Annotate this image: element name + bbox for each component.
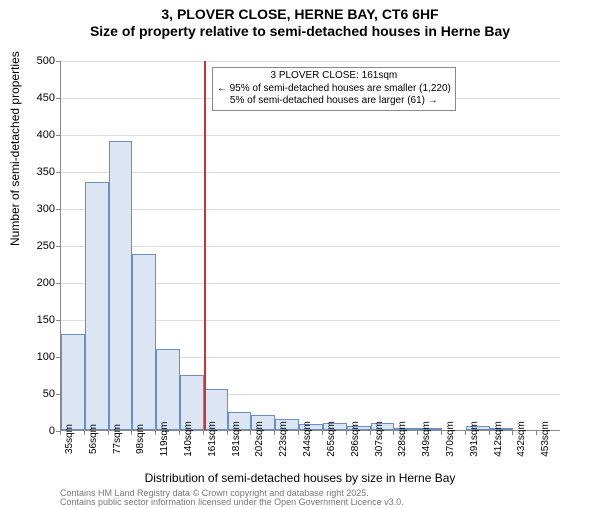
footer-text: Contains HM Land Registry data © Crown c… [60, 489, 404, 508]
x-tick-label: 412sqm [493, 421, 504, 457]
x-tick-mark [84, 431, 85, 435]
grid-line [61, 209, 560, 210]
x-tick-label: 328sqm [397, 421, 408, 457]
x-tick-label: 181sqm [231, 421, 242, 457]
x-tick-mark [203, 431, 204, 435]
x-tick-mark [489, 431, 490, 435]
grid-line [61, 61, 560, 62]
x-tick-mark [441, 431, 442, 435]
x-tick-label: 56sqm [88, 424, 99, 454]
x-tick-label: 349sqm [421, 421, 432, 457]
y-tick-label: 350 [15, 166, 55, 178]
x-tick-mark [536, 431, 537, 435]
y-tick-label: 0 [15, 425, 55, 437]
x-tick-mark [60, 431, 61, 435]
annotation-line: ← 95% of semi-detached houses are smalle… [217, 83, 451, 96]
x-tick-label: 265sqm [326, 421, 337, 457]
y-tick-mark [56, 135, 60, 136]
x-tick-label: 453sqm [540, 421, 551, 457]
chart-title-main: 3, PLOVER CLOSE, HERNE BAY, CT6 6HF [0, 6, 600, 22]
plot-area: 3 PLOVER CLOSE: 161sqm← 95% of semi-deta… [60, 61, 560, 431]
y-tick-label: 500 [15, 55, 55, 67]
y-tick-label: 200 [15, 277, 55, 289]
y-tick-label: 300 [15, 203, 55, 215]
x-tick-label: 119sqm [159, 422, 170, 457]
annotation-box: 3 PLOVER CLOSE: 161sqm← 95% of semi-deta… [212, 67, 456, 111]
x-tick-label: 244sqm [302, 421, 313, 457]
x-tick-mark [155, 431, 156, 435]
x-tick-mark [227, 431, 228, 435]
x-tick-label: 140sqm [183, 421, 194, 457]
y-tick-label: 100 [15, 351, 55, 363]
x-tick-label: 35sqm [64, 424, 75, 454]
x-tick-mark [512, 431, 513, 435]
x-tick-mark [298, 431, 299, 435]
histogram-bar [156, 349, 180, 430]
annotation-line: 5% of semi-detached houses are larger (6… [217, 95, 451, 108]
y-tick-label: 450 [15, 92, 55, 104]
grid-line [61, 135, 560, 136]
y-tick-label: 150 [15, 314, 55, 326]
x-tick-label: 98sqm [135, 424, 146, 454]
histogram-bar [85, 182, 109, 430]
x-tick-label: 307sqm [374, 421, 385, 457]
x-tick-label: 161sqm [207, 421, 218, 457]
x-tick-label: 432sqm [516, 421, 527, 457]
y-tick-mark [56, 246, 60, 247]
x-tick-mark [417, 431, 418, 435]
histogram-bar [132, 254, 156, 430]
y-tick-mark [56, 357, 60, 358]
y-tick-mark [56, 209, 60, 210]
y-tick-mark [56, 98, 60, 99]
y-tick-mark [56, 172, 60, 173]
y-axis-title: Number of semi-detached properties [8, 51, 22, 246]
histogram-bar [61, 334, 85, 430]
y-tick-mark [56, 320, 60, 321]
x-tick-mark [393, 431, 394, 435]
grid-line [61, 172, 560, 173]
grid-line [61, 246, 560, 247]
reference-line [204, 61, 206, 430]
x-tick-mark [346, 431, 347, 435]
y-tick-label: 400 [15, 129, 55, 141]
chart-title-sub: Size of property relative to semi-detach… [0, 23, 600, 39]
x-tick-label: 77sqm [112, 424, 123, 454]
histogram-bar [109, 141, 133, 430]
x-tick-label: 391sqm [469, 421, 480, 457]
x-tick-label: 370sqm [445, 421, 456, 457]
x-axis-title: Distribution of semi-detached houses by … [0, 471, 600, 485]
x-tick-mark [179, 431, 180, 435]
x-tick-mark [131, 431, 132, 435]
y-tick-label: 250 [15, 240, 55, 252]
y-tick-mark [56, 283, 60, 284]
x-tick-mark [108, 431, 109, 435]
x-tick-mark [322, 431, 323, 435]
x-tick-mark [274, 431, 275, 435]
x-tick-label: 286sqm [350, 421, 361, 457]
x-tick-mark [250, 431, 251, 435]
y-tick-mark [56, 394, 60, 395]
y-tick-mark [56, 61, 60, 62]
x-tick-mark [370, 431, 371, 435]
y-tick-label: 50 [15, 388, 55, 400]
x-tick-mark [465, 431, 466, 435]
annotation-line: 3 PLOVER CLOSE: 161sqm [217, 70, 451, 83]
x-tick-label: 223sqm [278, 421, 289, 457]
x-tick-label: 202sqm [254, 421, 265, 457]
chart-container: 3, PLOVER CLOSE, HERNE BAY, CT6 6HF Size… [0, 6, 600, 506]
